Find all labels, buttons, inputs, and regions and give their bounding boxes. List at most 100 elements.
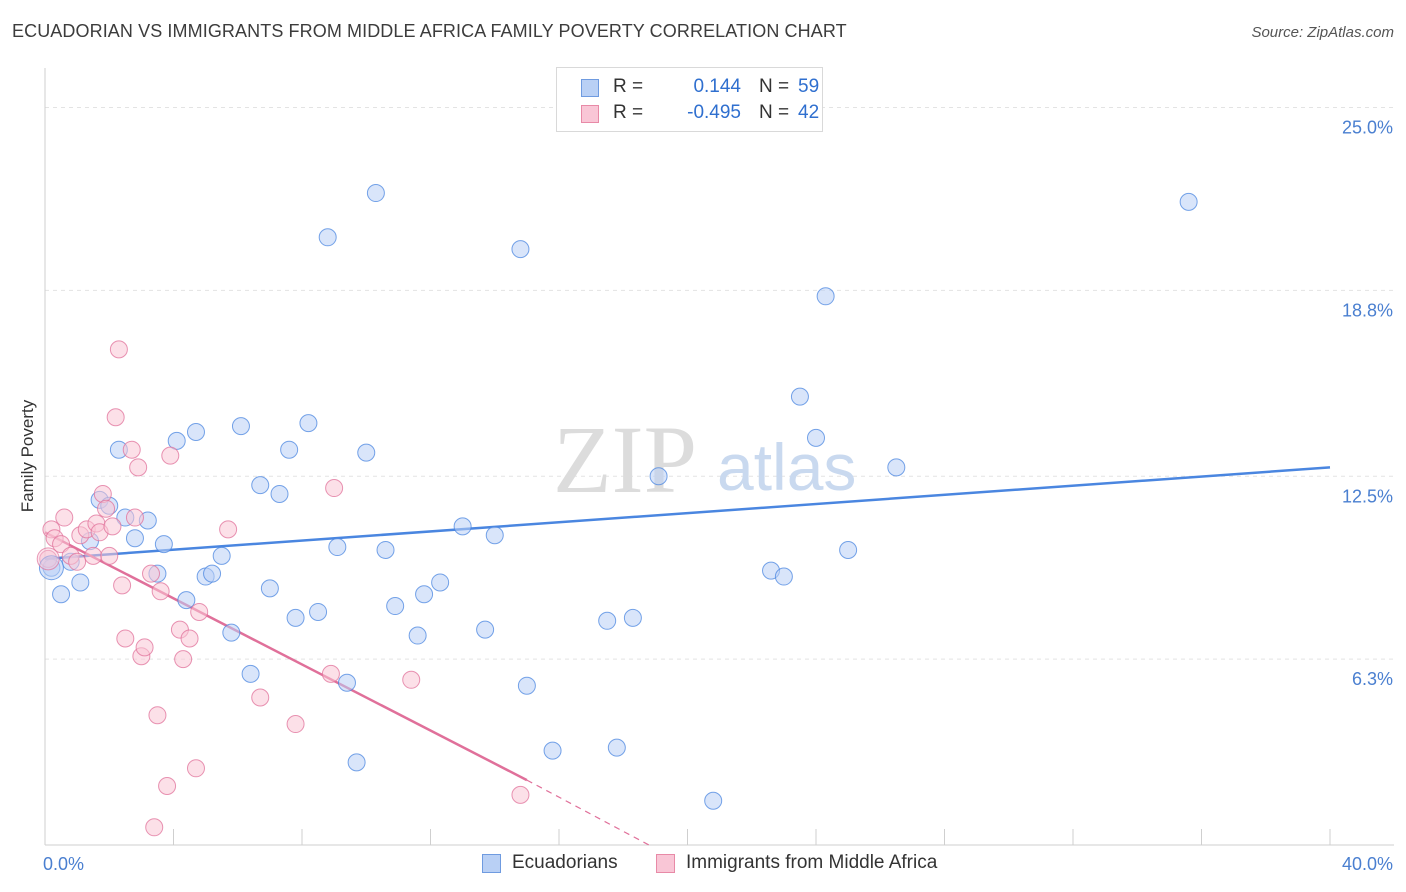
trend-lines [44,466,1331,846]
legend-r-value: -0.495 [687,102,741,123]
point-middle-africa [174,650,193,669]
point-ecuadorians [357,443,376,462]
point-middle-africa [325,479,344,498]
point-ecuadorians [38,555,64,581]
point-middle-africa [109,340,128,359]
y-tick-label: 18.8% [1342,300,1393,320]
bottom-legend-swatch-ecuadorians [482,854,501,873]
legend-r-value: 0.144 [693,76,741,97]
point-ecuadorians [177,591,196,610]
point-middle-africa [100,546,119,565]
point-middle-africa [106,408,125,427]
point-middle-africa [190,602,209,621]
trend-line-ecuadorians [44,466,1331,561]
point-middle-africa [219,520,238,539]
point-middle-africa [103,517,122,536]
point-middle-africa [145,818,164,837]
point-ecuadorians [299,414,318,433]
point-middle-africa [68,552,87,571]
axes [44,68,1394,846]
point-ecuadorians [816,287,835,306]
point-ecuadorians [231,417,250,436]
point-middle-africa [151,582,170,601]
point-middle-africa [122,440,141,459]
point-ecuadorians [286,608,305,627]
point-ecuadorians [52,585,71,604]
point-ecuadorians [649,467,668,486]
point-ecuadorians [807,428,825,447]
legend-n-value: 42 [798,102,820,123]
point-middle-africa [125,508,144,527]
trend-line-middle-africa [44,531,528,782]
point-ecuadorians [790,387,809,406]
correlation-legend: R = 0.144 N = 59 R = -0.495 N = 42 [556,67,823,132]
point-ecuadorians [366,184,385,203]
point-ecuadorians [415,585,434,604]
source-label: Source: ZipAtlas.com [1251,24,1394,41]
point-middle-africa [84,546,103,565]
watermark-zip: ZIP [553,406,697,513]
point-middle-africa [180,629,199,648]
point-middle-africa [158,777,177,795]
point-middle-africa [148,706,167,725]
point-ecuadorians [408,626,427,645]
point-ecuadorians [251,476,270,495]
legend-n-label: N = [759,102,790,123]
point-ecuadorians [887,458,906,477]
point-ecuadorians [476,620,495,639]
point-ecuadorians [241,664,260,683]
axis-labels: 6.3% 12.5% 18.8% 25.0% 0.0% 40.0% Family Pover… [18,118,1393,875]
bottom-legend-label-ecuadorians: Ecuadorians [512,852,618,873]
point-ecuadorians [598,611,617,630]
point-ecuadorians [309,602,328,621]
legend-r-label: R = [613,76,644,97]
y-tick-label: 6.3% [1352,669,1393,689]
legend-swatch-middle-africa [581,105,599,123]
point-ecuadorians [328,538,347,557]
point-ecuadorians [337,673,356,692]
point-ecuadorians [260,579,279,598]
point-ecuadorians [186,423,205,441]
point-middle-africa [97,499,116,518]
y-tick-label: 12.5% [1342,486,1393,506]
point-middle-africa [116,629,135,648]
point-ecuadorians [517,676,536,695]
bottom-legend-swatch-middle-africa [656,854,675,873]
chart-title: ECUADORIAN VS IMMIGRANTS FROM MIDDLE AFR… [12,21,847,41]
point-ecuadorians [318,228,337,247]
legend-swatch-ecuadorians [581,79,599,97]
y-tick-label: 25.0% [1342,118,1393,138]
point-middle-africa [511,785,530,804]
point-middle-africa [402,670,421,689]
data-points [36,184,1198,837]
point-ecuadorians [485,526,504,545]
point-ecuadorians [280,440,299,459]
point-middle-africa [161,446,180,465]
point-ecuadorians [203,564,222,583]
point-middle-africa [113,576,132,595]
point-middle-africa [55,508,74,527]
legend-n-label: N = [759,76,790,97]
bottom-legend-label-middle-africa: Immigrants from Middle Africa [686,852,938,873]
point-ecuadorians [125,529,144,548]
point-middle-africa [286,715,305,734]
point-middle-africa [186,759,205,778]
point-middle-africa [36,547,60,571]
point-ecuadorians [1179,192,1198,211]
point-ecuadorians [222,623,241,642]
point-middle-africa [93,484,112,503]
point-ecuadorians [347,753,366,772]
point-middle-africa [129,458,148,477]
point-ecuadorians [270,484,289,503]
point-ecuadorians [774,567,793,586]
point-ecuadorians [453,517,472,536]
point-middle-africa [52,535,71,554]
point-ecuadorians [607,738,626,757]
legend-r-label: R = [613,102,644,123]
watermark: ZIP atlas [553,406,856,513]
point-middle-africa [135,638,154,657]
point-middle-africa [251,688,270,707]
point-ecuadorians [71,573,90,592]
point-middle-africa [321,664,340,683]
